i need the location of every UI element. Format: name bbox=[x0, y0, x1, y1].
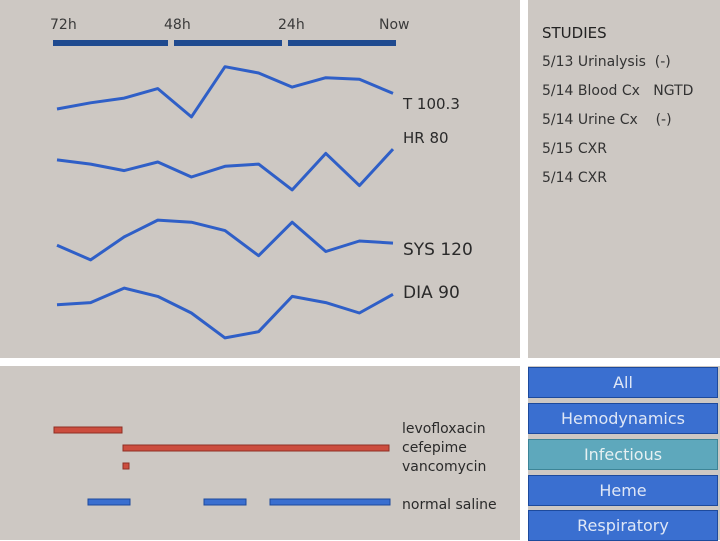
vital-label-heart-rate: HR 80 bbox=[403, 129, 449, 147]
study-item[interactable]: 5/14 Blood Cx NGTD bbox=[542, 83, 694, 99]
medications-panel: levofloxacin cefepime vancomycin normal … bbox=[0, 366, 520, 540]
filter-heme-button[interactable]: Heme bbox=[528, 475, 718, 506]
normal-saline-bar bbox=[269, 498, 391, 506]
tick-label-48h: 48h bbox=[164, 17, 191, 33]
levofloxacin-bar bbox=[53, 426, 123, 434]
vital-line-3 bbox=[56, 286, 394, 340]
timeline-segment bbox=[288, 40, 396, 46]
med-label-levofloxacin: levofloxacin bbox=[402, 421, 486, 437]
vital-label-systolic: SYS 120 bbox=[403, 240, 473, 260]
study-item[interactable]: 5/14 Urine Cx (-) bbox=[542, 112, 672, 128]
filter-all-button[interactable]: All bbox=[528, 367, 718, 398]
vitals-chart: 72h 48h 24h Now T 100.3 HR 80 SYS 120 DI… bbox=[50, 17, 473, 340]
medication-timeline: levofloxacin cefepime vancomycin normal … bbox=[53, 421, 497, 513]
cefepime-bar bbox=[122, 444, 390, 452]
filter-hemodynamics-button[interactable]: Hemodynamics bbox=[528, 403, 718, 434]
med-label-cefepime: cefepime bbox=[402, 440, 467, 456]
filter-respiratory-button[interactable]: Respiratory bbox=[528, 510, 718, 541]
studies-panel: STUDIES 5/13 Urinalysis (-) 5/14 Blood C… bbox=[528, 0, 720, 358]
vital-line-2 bbox=[56, 218, 394, 262]
timeline-bar bbox=[53, 40, 396, 46]
tick-label-24h: 24h bbox=[278, 17, 305, 33]
study-item[interactable]: 5/13 Urinalysis (-) bbox=[542, 54, 671, 70]
vitals-panel: 72h 48h 24h Now T 100.3 HR 80 SYS 120 DI… bbox=[0, 0, 520, 358]
normal-saline-bar bbox=[203, 498, 247, 506]
timeline-segment bbox=[53, 40, 168, 46]
tick-label-now: Now bbox=[379, 17, 410, 33]
tick-label-72h: 72h bbox=[50, 17, 77, 33]
vancomycin-bar bbox=[122, 462, 130, 470]
vital-label-diastolic: DIA 90 bbox=[403, 283, 460, 303]
vital-line-0 bbox=[56, 65, 394, 119]
timeline-segment bbox=[174, 40, 282, 46]
med-label-vancomycin: vancomycin bbox=[402, 459, 486, 475]
vital-label-temperature: T 100.3 bbox=[402, 95, 460, 113]
studies-title: STUDIES bbox=[542, 24, 607, 42]
study-item[interactable]: 5/15 CXR bbox=[542, 141, 607, 157]
study-item[interactable]: 5/14 CXR bbox=[542, 170, 607, 186]
med-label-normal-saline: normal saline bbox=[402, 497, 497, 513]
filter-infectious-button[interactable]: Infectious bbox=[528, 439, 718, 470]
vital-line-1 bbox=[56, 148, 395, 192]
filter-panel: All Hemodynamics Infectious Heme Respira… bbox=[528, 366, 720, 541]
normal-saline-bar bbox=[87, 498, 131, 506]
